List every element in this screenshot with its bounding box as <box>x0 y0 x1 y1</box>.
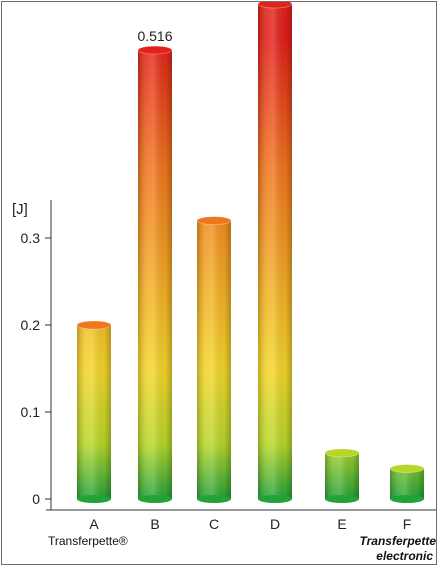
y-tick-label: 0.2 <box>21 317 41 333</box>
bar-base-cap <box>390 495 424 503</box>
bar-shading <box>390 468 424 499</box>
x-labels: A B C D E F Transferpette® Transferpette electro… <box>48 516 436 563</box>
bar-e <box>324 448 360 503</box>
y-tick-label: 0.3 <box>21 230 41 246</box>
bar-shading <box>138 50 172 500</box>
x-category-label: E <box>337 516 346 532</box>
bar-base-cap <box>197 495 231 503</box>
bar-shading <box>197 220 231 499</box>
y-tick-label: 0.1 <box>21 404 41 420</box>
bar-top-cap <box>324 448 360 458</box>
bar-c <box>196 216 232 503</box>
y-ticks: 0 0.1 0.2 0.3 <box>21 230 51 507</box>
bar-shading <box>77 325 111 499</box>
bar-shading <box>325 452 359 499</box>
bar-value-label: 0.516 <box>137 28 172 44</box>
bar-top-cap <box>389 464 425 473</box>
bar-base-cap <box>258 495 292 503</box>
bar-shading <box>258 3 292 499</box>
bar-top-cap <box>137 45 173 55</box>
x-category-label: D <box>270 516 280 532</box>
y-tick-label: 0 <box>32 491 40 507</box>
bar-d: 0.569 <box>257 2 293 503</box>
bar-top-cap <box>257 2 293 9</box>
category-a-sublabel: Transferpette® <box>48 534 128 548</box>
x-category-label: F <box>403 516 412 532</box>
category-f-sublabel: Transferpette electronic <box>360 534 437 563</box>
bar-a <box>76 320 112 503</box>
bar-b: 0.516 <box>137 28 173 503</box>
bar-base-cap <box>138 495 172 503</box>
bar-f <box>389 464 425 503</box>
x-category-label: A <box>89 516 99 532</box>
x-category-label: C <box>209 516 219 532</box>
x-category-label: B <box>150 516 159 532</box>
y-axis-unit-label: [J] <box>12 201 28 218</box>
bar-base-cap <box>77 495 111 503</box>
bar-base-cap <box>325 495 359 503</box>
bar-top-cap <box>196 216 232 226</box>
bars: 0.516 0.569 <box>76 2 425 503</box>
bar-top-cap <box>76 320 112 330</box>
